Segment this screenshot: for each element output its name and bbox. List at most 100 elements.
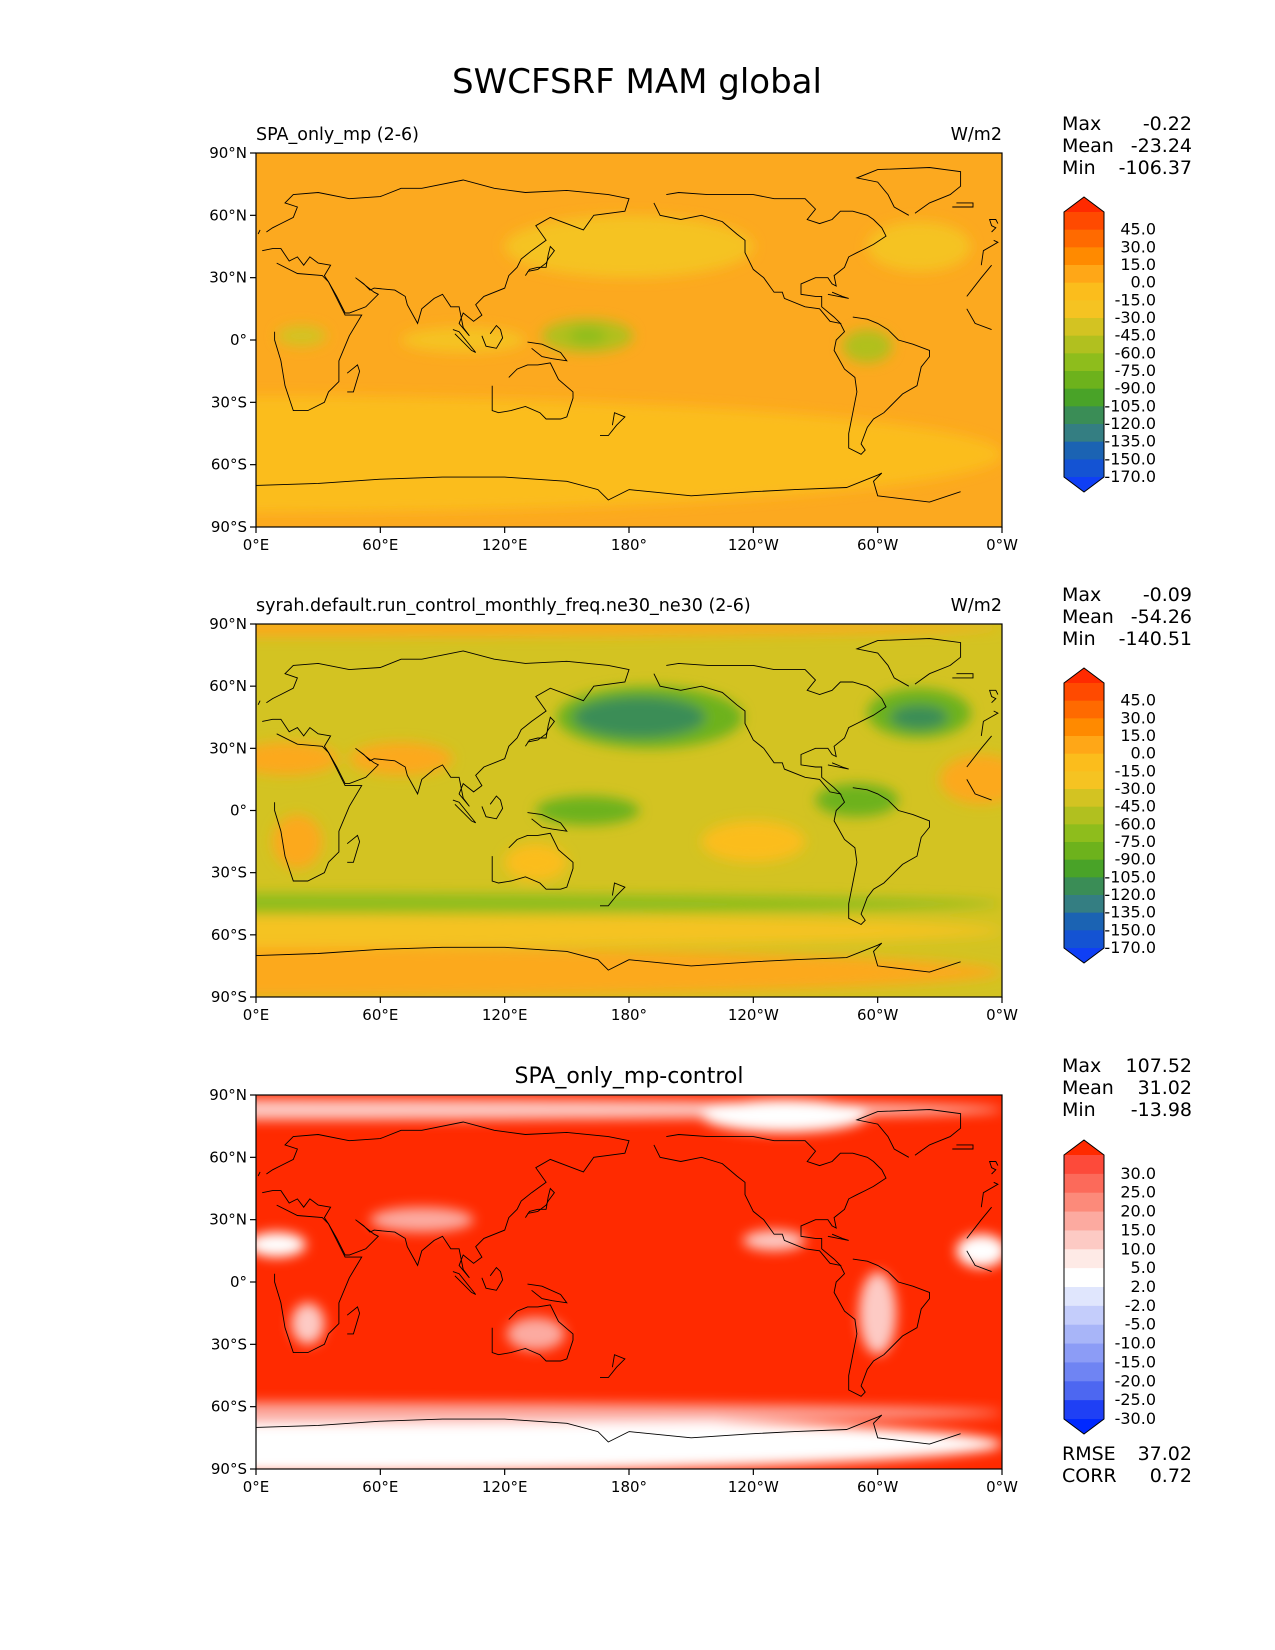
colorbar-label: -135.0 [1104, 903, 1156, 922]
colorbar-segment [1064, 229, 1104, 248]
colorbar-label: -75.0 [1115, 832, 1156, 851]
lon-tick-label: 0°W [986, 1006, 1018, 1024]
colorbar-label: -170.0 [1104, 938, 1156, 957]
colorbar-segment [1064, 459, 1104, 478]
coastline-borneo [481, 324, 504, 349]
colorbar-label: -15.0 [1115, 761, 1156, 780]
field-region [276, 325, 327, 347]
colorbar-segment [1064, 700, 1104, 719]
field-region [504, 843, 567, 881]
lon-tick-label: 120°E [482, 536, 528, 554]
colorbar-label: 5.0 [1131, 1258, 1156, 1277]
stat-value: 0.72 [1150, 1465, 1192, 1487]
panel-units: W/m2 [951, 596, 1002, 616]
panel-center-title: SPA_only_mp-control [514, 1064, 743, 1089]
coastline-greenland [855, 167, 962, 216]
colorbar-label: -60.0 [1115, 343, 1156, 362]
lat-tick-label: 60°S [211, 456, 247, 474]
lon-tick-label: 180° [611, 1006, 647, 1024]
colorbar-segment [1064, 877, 1104, 896]
colorbar-label: 0.0 [1131, 273, 1156, 292]
colorbar-segment [1064, 1230, 1104, 1250]
lon-tick-label: 60°E [362, 1478, 398, 1496]
colorbar-extend-max [1064, 197, 1104, 212]
colorbar-label: 45.0 [1120, 691, 1156, 710]
colorbar-label: -135.0 [1104, 432, 1156, 451]
stat-label: RMSE [1062, 1443, 1116, 1465]
colorbar-segment [1064, 789, 1104, 808]
colorbar-segment [1064, 441, 1104, 460]
stat-label: Min [1062, 157, 1096, 179]
colorbar-segment [1064, 806, 1104, 825]
colorbar-segment [1064, 318, 1104, 337]
field-region [504, 215, 754, 278]
lat-tick-label: 60°S [211, 926, 247, 944]
coastline-newzealand [600, 1354, 626, 1379]
colorbar-segment [1064, 1287, 1104, 1307]
lat-tick-label: 60°N [209, 206, 247, 224]
coastline-greenland [855, 1109, 962, 1158]
stats-box: Max 107.52 Mean 31.02 Min -13.98 RMSE 37.02 CORR… [1062, 1055, 1192, 1487]
panel-difference: SPA_only_mp-control 90°N 60°N 30°N 0° 30°S 60… [209, 1055, 1192, 1496]
colorbar-label: -90.0 [1115, 850, 1156, 869]
lon-tick-label: 0°E [243, 1006, 270, 1024]
lat-tick-label: 30°N [209, 1211, 247, 1229]
colorbar-segment [1064, 824, 1104, 843]
coastline-madagascar [346, 1306, 361, 1335]
field-region [701, 820, 806, 863]
stat-value: -0.22 [1143, 113, 1192, 135]
stat-label: Mean [1062, 1077, 1114, 1099]
colorbar-label: 15.0 [1120, 726, 1156, 745]
coastline-newguinea [527, 341, 568, 362]
lat-tick-label: 60°S [211, 1398, 247, 1416]
coastline-antarctica [256, 472, 961, 503]
coastline-namerica [653, 192, 887, 325]
colorbar-segment [1064, 1400, 1104, 1420]
colorbar-label: -90.0 [1115, 379, 1156, 398]
panel-units: W/m2 [951, 125, 1002, 145]
colorbar-label: 30.0 [1120, 1164, 1156, 1183]
stat-value: -106.37 [1119, 157, 1192, 179]
stat-label: CORR [1062, 1465, 1117, 1487]
coastline-sumatra [452, 329, 477, 353]
colorbar-label: -30.0 [1115, 779, 1156, 798]
lon-tick-label: 120°W [728, 1478, 779, 1496]
field-region [956, 1234, 1002, 1268]
lon-tick-label: 180° [611, 1478, 647, 1496]
colorbar-extend-min [1064, 477, 1104, 492]
colorbar-segment [1064, 212, 1104, 231]
colorbar-segment [1064, 335, 1104, 354]
colorbar-segment [1064, 247, 1104, 266]
colorbar-segment [1064, 1211, 1104, 1232]
colorbar-segment [1064, 912, 1104, 931]
lon-tick-label: 60°E [362, 536, 398, 554]
lat-tick-label: 30°S [211, 393, 247, 411]
colorbar-label: -15.0 [1115, 1352, 1156, 1371]
lat-tick-label: 90°N [209, 1086, 247, 1104]
colorbar-label: -15.0 [1115, 290, 1156, 309]
lat-tick-label: 60°N [209, 1148, 247, 1166]
colorbar-segment [1064, 771, 1104, 790]
stats-box: Max -0.22 Mean -23.24 Min -106.37 [1062, 113, 1192, 179]
stat-label: Mean [1062, 135, 1114, 157]
stat-label: Min [1062, 1099, 1096, 1121]
field-region [401, 327, 526, 353]
colorbar-label: -60.0 [1115, 814, 1156, 833]
colorbar-label: 0.0 [1131, 744, 1156, 763]
lon-tick-label: 120°E [482, 1478, 528, 1496]
colorbar-label: -10.0 [1115, 1334, 1156, 1353]
lat-tick-label: 90°N [209, 144, 247, 162]
lon-tick-label: 0°E [243, 1478, 270, 1496]
colorbar-segment [1064, 1173, 1104, 1194]
colorbar-segment [1064, 1324, 1104, 1345]
colorbar-segment [1064, 371, 1104, 390]
colorbar-extend-min [1064, 1419, 1104, 1434]
coastline-australia [491, 362, 574, 420]
colorbar-segment [1064, 406, 1104, 425]
lat-tick-label: 0° [230, 1273, 247, 1291]
field-region [573, 696, 706, 738]
coastline-newguinea [527, 812, 568, 832]
stat-value: 37.02 [1138, 1443, 1192, 1465]
stat-label: Min [1062, 628, 1096, 650]
